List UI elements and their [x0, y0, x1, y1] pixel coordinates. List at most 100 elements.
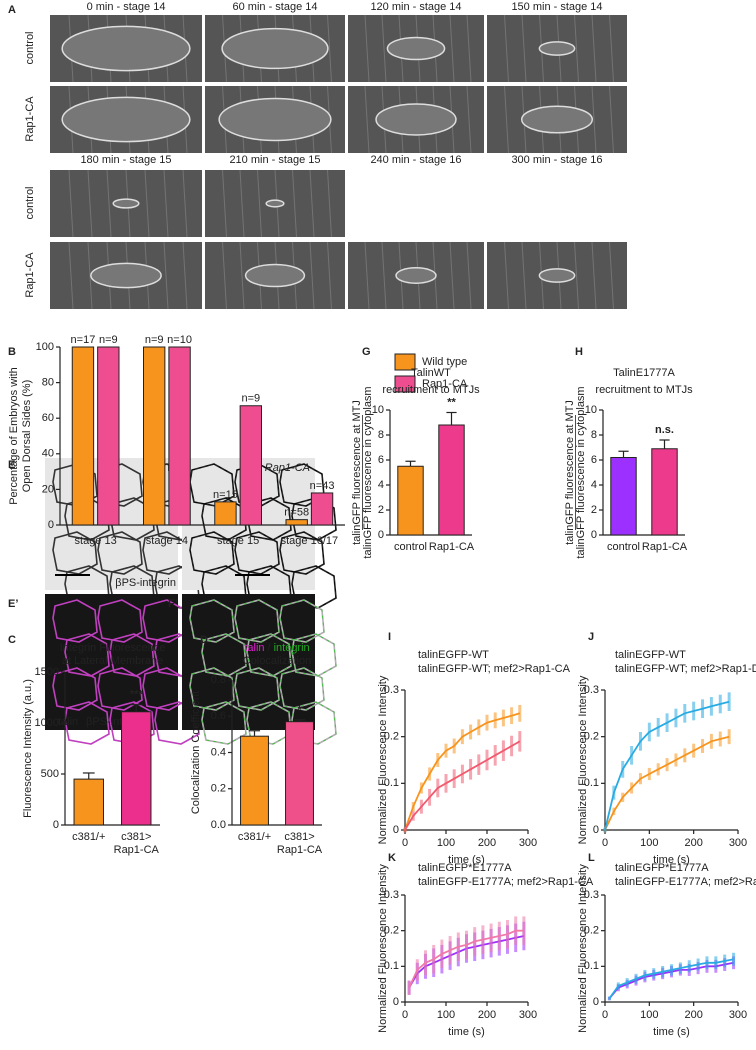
micrograph [50, 14, 202, 83]
x-tick-label: 100 [437, 1009, 455, 1021]
bar [610, 457, 637, 536]
legend-label: talinEGFP-E1777A; mef2>Rap1-DN [615, 876, 756, 888]
legend-label: talinEGFP-WT; mef2>Rap1-CA [418, 663, 571, 675]
chart-title: TalinWT [411, 367, 451, 379]
panel-letter: K [388, 852, 396, 864]
y-tick-label: 8 [591, 429, 597, 441]
y-tick-label: 10 [372, 404, 384, 416]
micrograph [205, 241, 345, 310]
y-tick-label: 2 [378, 504, 384, 516]
bar [121, 711, 152, 826]
panel-letter: J [588, 631, 594, 643]
segment-line [574, 14, 579, 83]
y-tick-label: 0.1 [584, 960, 599, 972]
time-label: 240 min - stage 16 [370, 154, 461, 166]
segment-line [163, 241, 169, 310]
amnioserosa [265, 199, 285, 208]
segment-line [504, 14, 509, 83]
segment-line [364, 14, 370, 83]
amnioserosa [90, 262, 162, 289]
y-axis-label: talinGFP fluorescence at MTJ [564, 400, 576, 545]
y-axis-label: Fluorescence Intensity (a.u.) [22, 679, 34, 818]
y-tick-label: 0.3 [384, 889, 399, 901]
x-tick-label: 0 [402, 1009, 408, 1021]
bar [214, 501, 237, 526]
micrograph [487, 14, 627, 83]
legend-label: talinEGFP-WT [418, 649, 489, 661]
y-axis-label: Normalized Fluorescence Intensity [377, 675, 389, 844]
amnioserosa [520, 105, 594, 134]
x-tick-label: 300 [519, 837, 537, 849]
segment-line [257, 169, 262, 238]
amnioserosa [221, 27, 329, 70]
chart-title: Integrin Fluorescence [60, 642, 166, 654]
segment-line [292, 169, 297, 238]
x-tick-label: 100 [640, 837, 658, 849]
segment-line [222, 169, 227, 238]
segment-line [239, 169, 245, 238]
y-axis-label: talinGFP fluorescence at MTJ [351, 400, 363, 545]
sample-size: n=9 [145, 334, 164, 346]
chart-title: recruitment to MTJs [595, 384, 693, 396]
panel-letter: H [575, 346, 583, 358]
amnioserosa [386, 36, 446, 61]
segment-line [591, 14, 597, 83]
sample-size: n=9 [99, 334, 118, 346]
bar [97, 346, 120, 526]
x-tick-label: 0 [402, 837, 408, 849]
x-tick-label: stage 13 [75, 535, 117, 547]
chart-title: Colocalization [243, 655, 311, 667]
y-tick-label: 0.1 [384, 777, 399, 789]
y-tick-label: 80 [42, 377, 54, 389]
panel-letter: C [8, 634, 16, 646]
y-tick-label: 0.0 [211, 819, 226, 831]
y-tick-label: 1000 [35, 717, 59, 729]
legend-label: talinEGFP-E1777A; mef2>Rap1-CA [418, 876, 594, 888]
micrograph [348, 85, 484, 154]
series-line [404, 712, 521, 831]
y-tick-label: 0 [593, 824, 599, 836]
y-tick-label: 4 [591, 479, 597, 491]
micrograph [50, 169, 202, 238]
x-tick-label: 100 [437, 837, 455, 849]
panel-letter: E [8, 459, 15, 471]
segment-line [381, 14, 387, 83]
segment-line [521, 14, 527, 83]
y-tick-label: 0.4 [211, 746, 226, 758]
time-label: 210 min - stage 15 [229, 154, 320, 166]
sample-size: n=17 [71, 334, 96, 346]
x-tick-label: 200 [684, 837, 702, 849]
x-tick-label: stage 15 [217, 535, 259, 547]
title-part: talin [244, 642, 264, 654]
row-label: Rap1-CA [24, 252, 36, 298]
amnioserosa [61, 96, 191, 143]
y-tick-label: 8 [378, 429, 384, 441]
x-tick-label: 200 [684, 1009, 702, 1021]
y-tick-label: 2 [591, 504, 597, 516]
x-tick-label: c381/+ [72, 831, 105, 843]
series-line [608, 958, 734, 999]
x-tick-label: control [394, 541, 427, 553]
y-tick-label: 0.2 [384, 731, 399, 743]
y-tick-label: 0 [591, 529, 597, 541]
segment-line [364, 241, 370, 310]
x-tick-label: stage 16/17 [281, 535, 339, 547]
time-label: 150 min - stage 14 [511, 1, 602, 13]
x-tick-label: 300 [519, 1009, 537, 1021]
x-axis-label: time (s) [653, 854, 690, 866]
segment-line [182, 241, 188, 310]
sample-size: n=10 [167, 334, 192, 346]
segment-line [327, 241, 332, 310]
amnioserosa [395, 267, 437, 284]
amnioserosa [538, 268, 576, 283]
legend-swatch [394, 353, 416, 371]
panel-letter: D [200, 634, 208, 646]
segment-line [87, 169, 93, 238]
x-tick-label: Rap1-CA [642, 541, 688, 553]
y-tick-label: 0.3 [384, 684, 399, 696]
legend-label: Wild type [422, 356, 467, 368]
y-axis-label: Normalized Fluorescence Intensity [577, 675, 589, 844]
significance: n.s. [655, 424, 674, 436]
y-tick-label: 0.2 [584, 731, 599, 743]
y-tick-label: 6 [378, 454, 384, 466]
